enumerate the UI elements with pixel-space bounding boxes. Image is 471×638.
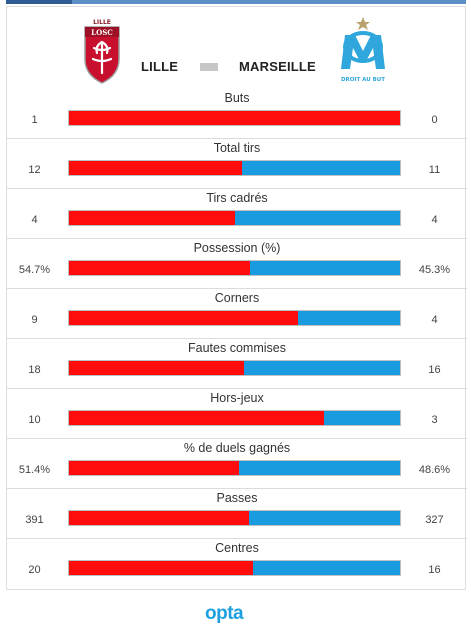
stat-label: Tirs cadrés [206,191,268,205]
home-share-bar [69,311,299,325]
home-share-bar [69,111,400,125]
home-value-label: 20 [28,564,41,576]
stat-label: Passes [216,491,258,505]
stat-label: Buts [224,91,250,105]
home-share-bar [69,411,324,425]
comparison-bar [68,160,401,176]
stat-label: % de duels gagnés [183,441,291,455]
comparison-bar [68,310,401,326]
away-value-label: 11 [428,164,441,176]
home-share-bar [69,161,242,175]
stat-row: Passes 391 327 [7,489,467,539]
away-value-label: 48.6% [418,464,451,476]
home-share-bar [69,261,251,275]
home-value-label: 391 [25,514,44,526]
top-accent-bar [6,0,466,4]
stat-row: Total tirs 12 11 [7,139,467,189]
stat-label: Possession (%) [193,241,281,255]
away-value-label: 0 [431,114,438,126]
comparison-bar [68,560,401,576]
away-value-label: 4 [431,214,438,226]
stat-row: Fautes commises 18 16 [7,339,467,389]
comparison-bar [68,260,401,276]
comparison-bar [68,460,401,476]
home-value-label: 18 [28,364,41,376]
match-header: LILLE LOSC LILLE MARSEILLE DROIT AU BUT [7,7,467,89]
stat-row: Buts 1 0 [7,89,467,139]
lille-crest-text: LOSC [91,28,113,37]
away-value-label: 16 [428,364,441,376]
home-share-bar [69,511,250,525]
home-value-label: 9 [31,314,38,326]
away-value-label: 45.3% [418,264,451,276]
stat-label: Total tirs [213,141,261,155]
stat-row: Corners 9 4 [7,289,467,339]
stat-row: Possession (%) 54.7% 45.3% [7,239,467,289]
stat-row: % de duels gagnés 51.4% 48.6% [7,439,467,489]
comparison-bar [68,360,401,376]
lille-crest-icon: LILLE LOSC [84,19,120,84]
match-stats-card: LILLE LOSC LILLE MARSEILLE DROIT AU BUT … [6,6,467,590]
comparison-bar [68,410,401,426]
away-value-label: 3 [431,414,438,426]
top-accent-bar-dark [6,0,72,4]
home-value-label: 4 [31,214,38,226]
away-value-label: 327 [425,514,444,526]
home-value-label: 10 [28,414,41,426]
stat-row: Hors-jeux 10 3 [7,389,467,439]
home-value-label: 1 [31,114,38,126]
home-share-bar [69,361,245,375]
stat-rows: Buts 1 0 Total tirs 12 11 Tirs cadrés 4 4 Possess… [7,89,467,589]
away-value-label: 4 [431,314,438,326]
home-value-label: 51.4% [18,464,51,476]
home-value-label: 54.7% [18,264,51,276]
home-share-bar [69,211,235,225]
home-share-bar [69,461,240,475]
stat-label: Hors-jeux [210,391,264,405]
comparison-bar [68,210,401,226]
stat-row: Tirs cadrés 4 4 [7,189,467,239]
stat-label: Fautes commises [188,341,286,355]
marseille-crest-text: DROIT AU BUT [341,77,385,83]
versus-separator [200,63,218,71]
home-team-name: LILLE [141,59,179,74]
home-share-bar [69,561,253,575]
comparison-bar [68,110,401,126]
away-value-label: 16 [428,564,441,576]
lille-crest-top-text: LILLE [93,19,111,26]
home-value-label: 12 [28,164,41,176]
away-team-name: MARSEILLE [239,59,316,74]
comparison-bar [68,510,401,526]
stat-label: Corners [214,291,260,305]
opta-logo: opta [205,603,244,624]
marseille-crest-icon: DROIT AU BUT [341,17,385,83]
stat-row: Centres 20 16 [7,539,467,589]
stat-label: Centres [215,541,259,555]
